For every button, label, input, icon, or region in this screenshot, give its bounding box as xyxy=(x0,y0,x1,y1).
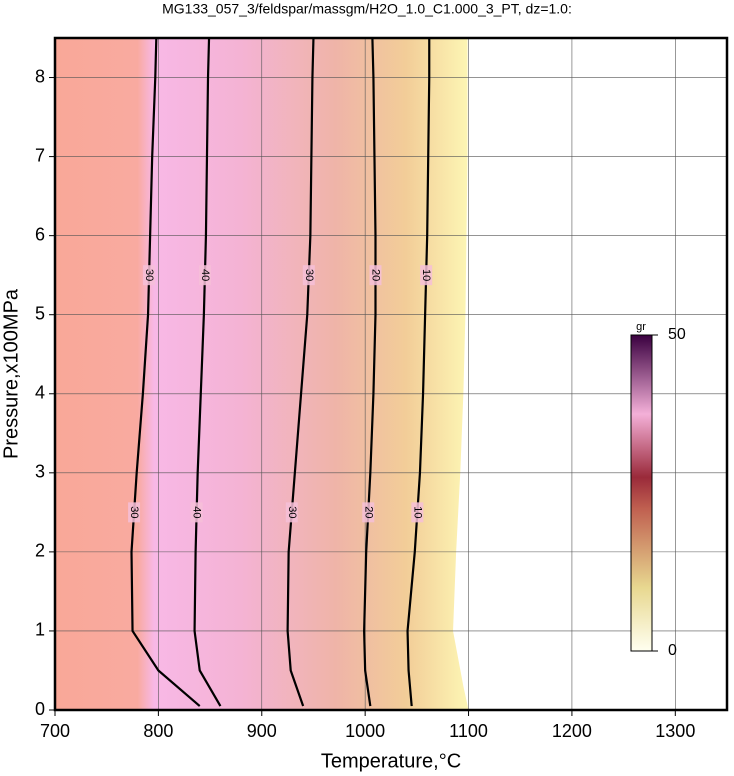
chart-title: MG133_057_3/feldspar/massgm/H2O_1.0_C1.0… xyxy=(162,1,572,17)
y-tick-label: 6 xyxy=(35,224,45,244)
contour-label: 10 xyxy=(420,269,432,281)
plot-area: 700 800 900 1000 1100 1200 1300 0 1 2 3 4 5 6 7 8 30 30 40… xyxy=(35,36,729,741)
colorbar-tick-label: 50 xyxy=(668,326,686,343)
y-tick-label: 8 xyxy=(35,66,45,86)
x-axis-label: Temperature,°C xyxy=(321,750,461,772)
contour-label-bg xyxy=(143,265,156,286)
contour-label-bg xyxy=(128,502,141,523)
contour-line xyxy=(130,37,201,707)
contour-label-bg xyxy=(411,502,424,523)
x-tick-label: 700 xyxy=(40,721,70,741)
contour-label: 30 xyxy=(286,506,298,518)
contour-label-bg xyxy=(190,502,203,523)
contour-label: 20 xyxy=(370,269,382,281)
y-axis-label: Pressure,x100MPa xyxy=(0,288,22,459)
contour-label: 40 xyxy=(199,269,211,281)
contour-label-bg xyxy=(285,502,298,523)
contour-label-bg xyxy=(369,265,382,286)
contour-label: 30 xyxy=(128,506,140,518)
y-tick-label: 1 xyxy=(35,620,45,640)
contour-label: 30 xyxy=(303,269,315,281)
contour-label-bg xyxy=(420,265,433,286)
x-tick-label: 1000 xyxy=(345,721,385,741)
x-tick-label: 1300 xyxy=(655,721,695,741)
y-tick-label: 7 xyxy=(35,145,45,165)
y-tick-label: 0 xyxy=(35,699,45,719)
colorbar-tick-label: 0 xyxy=(668,642,677,659)
x-tick-label: 1200 xyxy=(552,721,592,741)
contour-label-bg xyxy=(362,502,375,523)
x-tick-label: 1100 xyxy=(449,721,488,741)
contour-label: 30 xyxy=(143,269,155,281)
y-tick-label: 5 xyxy=(35,303,45,323)
y-tick-label: 2 xyxy=(35,541,45,561)
contour-line xyxy=(363,37,377,707)
y-tick-label: 4 xyxy=(35,383,45,403)
contour-label: 10 xyxy=(411,506,423,518)
colorbar-label: gr xyxy=(636,321,646,333)
contour-line xyxy=(193,37,222,707)
x-tick-label: 900 xyxy=(247,721,277,741)
contour-label: 20 xyxy=(362,506,374,518)
colorbar xyxy=(630,334,653,652)
contour-label-bg xyxy=(302,265,315,286)
y-tick-label: 3 xyxy=(35,462,45,482)
x-tick-label: 800 xyxy=(143,721,173,741)
contour-line xyxy=(286,37,315,707)
contour-label-bg xyxy=(198,265,211,286)
contour-label: 40 xyxy=(191,506,203,518)
contour-line xyxy=(406,38,431,707)
plot-frame xyxy=(53,36,729,712)
